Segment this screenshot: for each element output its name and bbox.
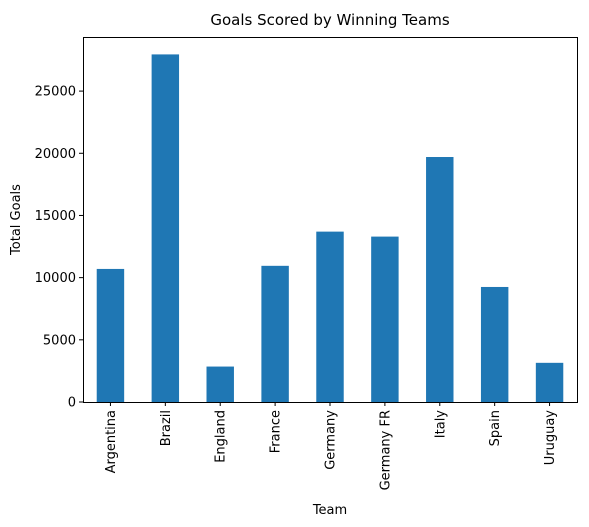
x-axis-label: Team bbox=[312, 503, 347, 518]
x-tick-label: Germany FR bbox=[378, 410, 393, 490]
bar-argentina bbox=[96, 268, 125, 402]
x-tick-label: France bbox=[269, 410, 284, 453]
y-tick-label: 25000 bbox=[35, 85, 76, 100]
x-tick-label: Brazil bbox=[159, 410, 174, 446]
x-tick-label: England bbox=[214, 410, 229, 463]
y-tick-label: 0 bbox=[68, 396, 76, 411]
bar-brazil bbox=[151, 54, 180, 403]
x-tick-label: Spain bbox=[488, 410, 503, 446]
chart-title: Goals Scored by Winning Teams bbox=[210, 11, 450, 29]
y-axis-ticks: 0 5000 10000 15000 20000 25000 bbox=[35, 85, 83, 411]
x-axis-ticks: Argentina Brazil England France Germany Germa… bbox=[104, 402, 558, 490]
y-axis-label: Total Goals bbox=[9, 184, 24, 256]
bar-france bbox=[261, 265, 289, 402]
x-tick-label: Germany bbox=[324, 410, 339, 470]
bar-germany bbox=[316, 231, 344, 402]
x-tick-label: Italy bbox=[433, 410, 448, 439]
bar-spain bbox=[480, 286, 509, 402]
bar-italy bbox=[426, 157, 454, 402]
x-tick-label: Argentina bbox=[104, 410, 119, 473]
plot-area-frame bbox=[83, 37, 578, 403]
bar-england bbox=[206, 366, 234, 402]
x-tick-label: Uruguay bbox=[543, 410, 558, 466]
bar-germany-fr bbox=[371, 236, 399, 402]
y-tick-label: 5000 bbox=[43, 333, 76, 348]
y-tick-label: 15000 bbox=[35, 209, 76, 224]
bars bbox=[96, 54, 564, 403]
y-tick-label: 10000 bbox=[35, 271, 76, 286]
bar-uruguay bbox=[535, 362, 564, 402]
y-tick-label: 20000 bbox=[35, 147, 76, 162]
